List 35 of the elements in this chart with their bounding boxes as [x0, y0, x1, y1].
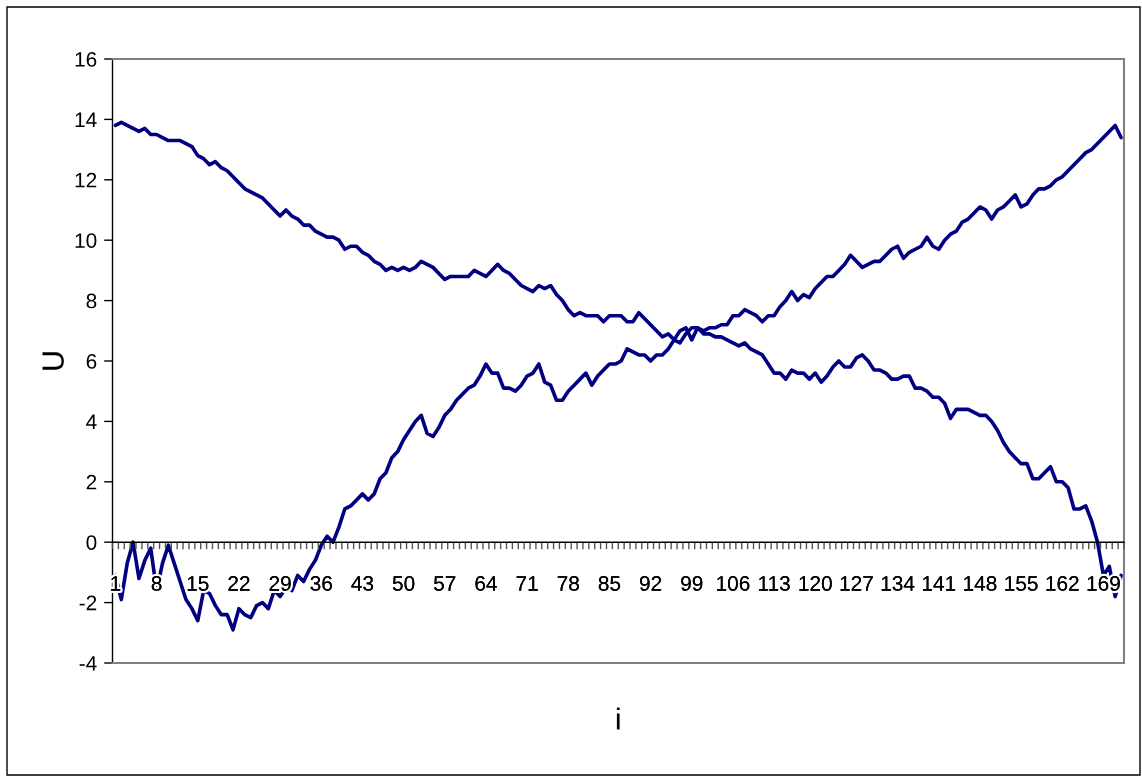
x-tick-label: 71: [516, 576, 538, 591]
x-tick-label: 148: [964, 576, 997, 591]
x-tick-label: 92: [639, 576, 662, 591]
y-tick-label: 10: [75, 233, 97, 248]
y-tick-label: -4: [79, 656, 97, 671]
x-tick-label: 155: [1005, 576, 1038, 591]
x-tick-label: 134: [881, 576, 915, 591]
x-tick-label: 57: [434, 576, 456, 591]
y-tick-label: 16: [75, 52, 97, 67]
y-axis-title: U: [42, 352, 64, 370]
x-tick-label: 141: [922, 576, 956, 591]
y-tick-label: 8: [86, 293, 97, 309]
y-tick-label: -2: [79, 595, 97, 611]
x-tick-label: 127: [840, 576, 873, 591]
y-tick-label: 14: [75, 112, 97, 127]
x-tick-label: 15: [187, 576, 209, 591]
x-tick-label: 36: [310, 576, 332, 591]
x-tick-label: 50: [392, 576, 415, 591]
x-tick-label: 43: [351, 576, 374, 591]
x-tick-label: 106: [717, 576, 750, 591]
x-tick-label: 64: [475, 576, 497, 591]
x-tick-label: 85: [598, 576, 621, 591]
x-axis-title: i: [616, 707, 620, 730]
y-tick-label: 4: [86, 414, 97, 429]
y-tick-label: 12: [75, 172, 97, 188]
x-tick-label: 113: [759, 576, 790, 591]
y-tick-label: 2: [86, 474, 97, 490]
x-tick-label: 29: [269, 576, 291, 591]
x-tick-label: 78: [557, 576, 579, 591]
x-tick-label: 120: [799, 576, 832, 591]
y-tick-label: 0: [86, 535, 97, 550]
x-tick-label: 162: [1046, 576, 1079, 591]
y-tick-label: 6: [86, 354, 97, 369]
x-tick-label: 22: [228, 576, 250, 591]
x-tick-label: 99: [681, 576, 703, 591]
